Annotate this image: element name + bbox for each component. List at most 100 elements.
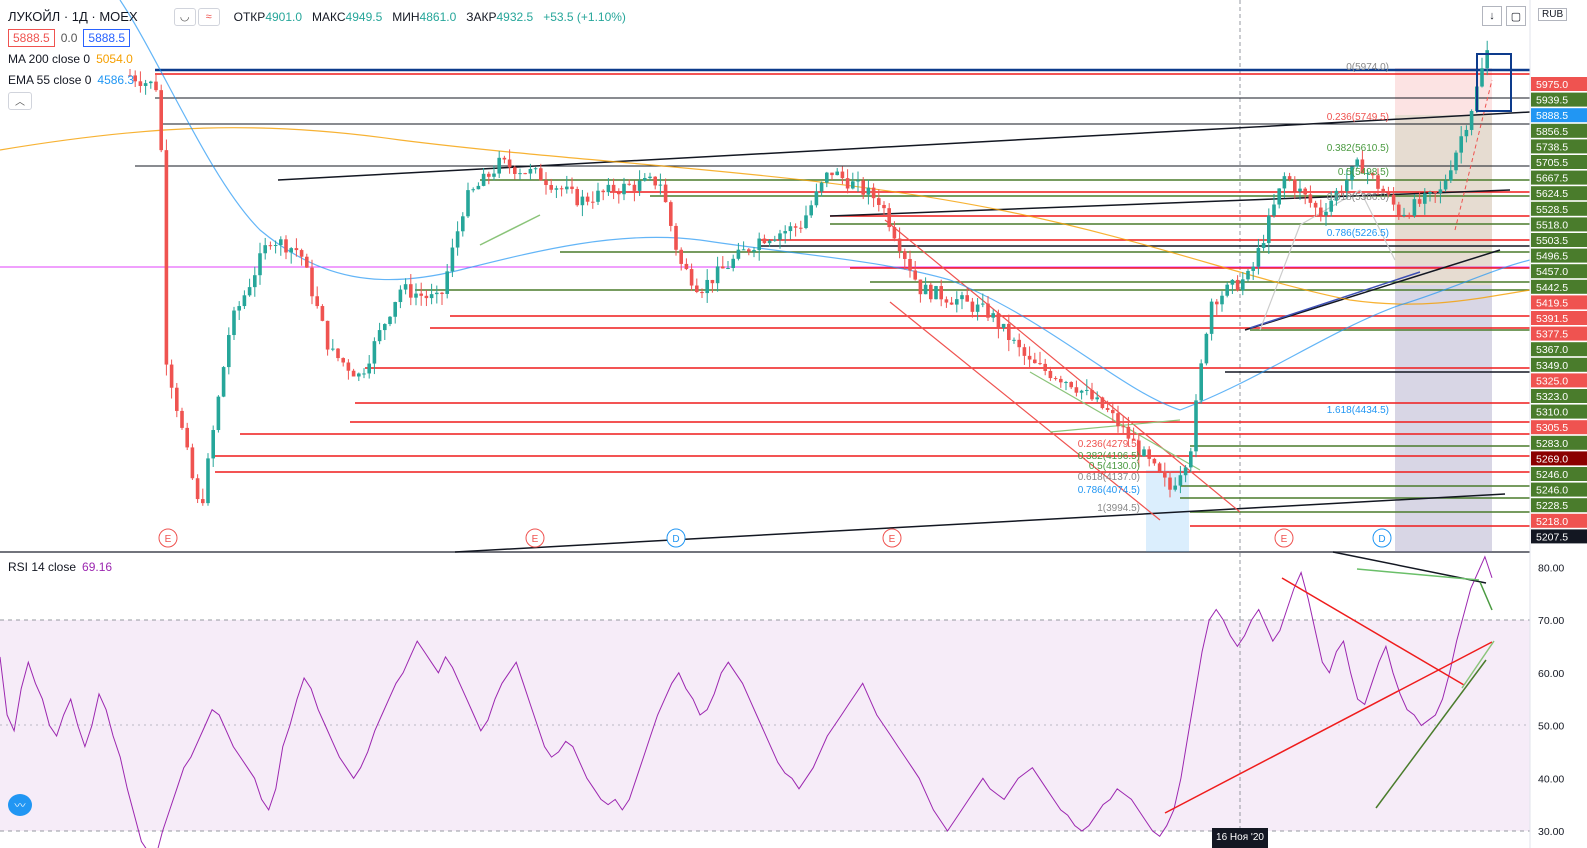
fib-left-label: 0.236(4279.5): [1078, 439, 1140, 450]
candle-body: [767, 240, 772, 244]
candle-body: [419, 293, 423, 296]
collapse-legend-icon[interactable]: ︿: [8, 91, 32, 110]
candle-body: [414, 293, 418, 298]
price-scale-label: 5310.0: [1536, 407, 1568, 419]
price-scale-label: 5705.5: [1536, 157, 1568, 169]
crosshair-date: 16 Ноя '20: [1212, 828, 1268, 848]
rsi-scale[interactable]: 80.00 70.00 60.00 50.00 40.00 30.00: [1538, 562, 1564, 838]
candle-body: [435, 292, 439, 295]
candle-body: [689, 269, 694, 286]
candle-body: [1209, 301, 1214, 334]
candle-body: [429, 294, 434, 299]
price-scale-label-bg: [1531, 467, 1587, 481]
candle-body: [1199, 363, 1203, 401]
fib-right-label: 0.5(5498.5): [1338, 167, 1389, 178]
candle-body: [549, 185, 553, 190]
price-scale[interactable]: 5975.0 5939.5 5888.5 5856.5 5738.5 5705.5 5667…: [1531, 77, 1587, 544]
price-scale-label-bg: [1531, 435, 1587, 450]
candle-body: [643, 178, 647, 181]
candle-body: [1116, 413, 1120, 427]
candle-body: [570, 186, 574, 189]
trend-lines[interactable]: [277, 79, 1531, 553]
candle-body: [840, 171, 845, 179]
candle-body: [528, 168, 533, 174]
price-scale-label-bg: [1531, 420, 1587, 435]
event-marker-letter: E: [532, 534, 539, 545]
price-scale-label: 5246.0: [1536, 485, 1568, 497]
candle-body: [871, 187, 876, 199]
candle-body: [1204, 333, 1209, 364]
event-marker: [1274, 528, 1294, 548]
price-scale-label: 5738.5: [1536, 141, 1568, 153]
candle-body: [913, 270, 917, 280]
candle-body: [715, 266, 720, 284]
candle-body: [721, 266, 725, 269]
candle-body: [195, 478, 200, 500]
rsi-band: [0, 620, 1530, 831]
rsi-label[interactable]: RSI 14 close: [8, 560, 77, 574]
candle-body: [819, 182, 824, 192]
candle-body: [1105, 408, 1110, 410]
candle-body: [128, 75, 132, 77]
candle-body: [991, 313, 995, 318]
ohlc-close: ЗАКР4932.5: [466, 9, 534, 24]
candle-body: [1251, 266, 1255, 271]
candle-body: [440, 292, 444, 294]
maximize-icon[interactable]: ▢: [1506, 6, 1526, 26]
candle-body: [1350, 166, 1354, 181]
arrow-down-icon[interactable]: ↓: [1482, 6, 1502, 26]
candle-body: [981, 303, 985, 305]
horizontal-levels[interactable]: [135, 68, 1530, 527]
candle-body: [606, 184, 611, 193]
price-scale-label-bg: [1531, 170, 1587, 185]
candle-body: [1308, 194, 1313, 203]
candle-body: [1287, 176, 1292, 180]
tradingview-logo-icon[interactable]: 〰: [8, 794, 32, 816]
candle-body: [1397, 204, 1401, 216]
candle-body: [1267, 215, 1271, 244]
compare-icon[interactable]: ◡: [173, 7, 196, 26]
fib-left-label: 0.382(4196.5): [1078, 451, 1140, 462]
zone-green: [1395, 115, 1492, 285]
candle-body: [481, 173, 486, 186]
candle-body: [809, 205, 813, 216]
buy-price[interactable]: 5888.5: [83, 28, 131, 47]
candle-body: [1079, 390, 1084, 393]
price-scale-label-bg: [1531, 498, 1587, 513]
sell-price[interactable]: 5888.5: [8, 28, 55, 47]
currency-label[interactable]: RUB: [1538, 8, 1568, 21]
candle-body: [861, 180, 865, 195]
candle-body: [669, 202, 673, 226]
ma200-label[interactable]: MA 200 close 0: [8, 51, 91, 66]
candle-body: [799, 227, 803, 229]
rsi-drawings: [1164, 551, 1495, 814]
candle-body: [1449, 170, 1453, 181]
candle-body: [814, 191, 819, 206]
wave-icon[interactable]: ≈: [197, 7, 220, 26]
symbol-title[interactable]: ЛУКОЙЛ · 1Д · MOEX: [8, 9, 138, 24]
candle-body: [1386, 192, 1391, 195]
event-marker-letter: D: [672, 534, 679, 545]
candle-body: [804, 215, 808, 229]
candle-body: [445, 271, 449, 294]
rsi-scale-label: 80.00: [1538, 562, 1564, 574]
highlight-box[interactable]: [1476, 53, 1512, 112]
fib-left-label: 0.5(4130.0): [1089, 461, 1140, 472]
rsi-legend: RSI 14 close 69.16: [8, 560, 112, 574]
candle-body: [289, 248, 293, 253]
candle-body: [476, 185, 481, 190]
candle-body: [762, 238, 767, 244]
candle-body: [1131, 438, 1136, 441]
candle-body: [1277, 188, 1281, 205]
fib-left-label: 0.618(4137.0): [1078, 472, 1140, 483]
candle-body: [695, 285, 699, 293]
price-scale-label-bg: [1531, 217, 1587, 232]
price-scale-label-bg: [1531, 139, 1587, 154]
ema55-label[interactable]: EMA 55 close 0: [8, 72, 92, 87]
candle-body: [851, 181, 855, 189]
candle-body: [1293, 179, 1297, 192]
candle-body: [679, 249, 683, 264]
candle-body: [1230, 279, 1235, 285]
